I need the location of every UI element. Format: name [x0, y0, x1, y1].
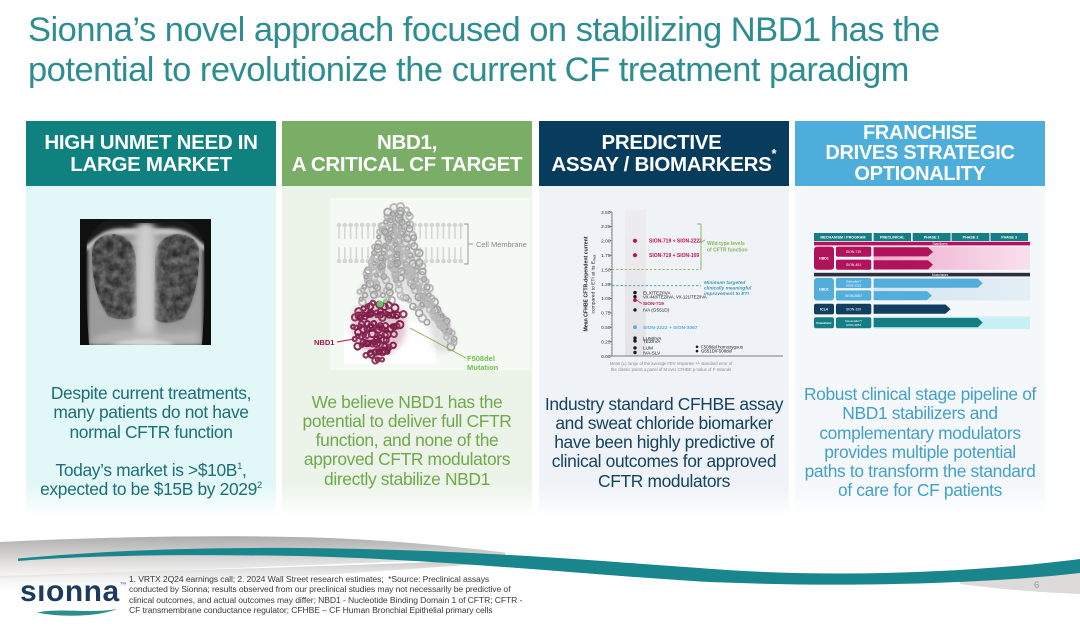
svg-text:Mean (±) range of the average: Mean (±) range of the average FEV respon…	[610, 361, 733, 366]
svg-text:Navacaftor*/: Navacaftor*/	[845, 319, 862, 323]
svg-text:0.00: 0.00	[601, 354, 611, 360]
svg-text:PHASE 1: PHASE 1	[924, 236, 940, 240]
svg-text:SION-451: SION-451	[846, 263, 861, 267]
svg-text:2.25: 2.25	[601, 224, 611, 230]
svg-text:Mean CFHBE CFTR-dependent curr: Mean CFHBE CFTR-dependent current	[584, 236, 590, 331]
svg-text:2.00: 2.00	[601, 239, 611, 245]
svg-text:1.25: 1.25	[601, 282, 611, 288]
svg-text:Cell Membrane: Cell Membrane	[476, 240, 527, 249]
svg-text:of CFTR function: of CFTR function	[707, 248, 748, 254]
svg-text:F508del: F508del	[467, 354, 495, 363]
svg-text:Mutation: Mutation	[467, 363, 499, 372]
svg-text:NBD1: NBD1	[819, 257, 829, 261]
svg-text:SION-719 + SION-2222: SION-719 + SION-2222	[649, 239, 702, 245]
svg-text:Minimum targeted: Minimum targeted	[704, 280, 746, 286]
svg-text:VX-440/TEZ/IVA, VX-121/TEZ/IVA: VX-440/TEZ/IVA, VX-121/TEZ/IVA	[643, 295, 707, 300]
svg-text:IVA (G551D): IVA (G551D)	[643, 308, 670, 313]
svg-text:2.50: 2.50	[601, 210, 611, 216]
svg-text:improvement to ETI: improvement to ETI	[704, 291, 749, 297]
svg-text:NBD1: NBD1	[314, 338, 334, 347]
svg-text:G551D/F508del: G551D/F508del	[701, 349, 732, 354]
svg-text:0.75: 0.75	[601, 311, 611, 317]
svg-text:SION-719: SION-719	[643, 301, 664, 306]
svg-text:IVA-SLV: IVA-SLV	[643, 350, 661, 355]
svg-text:0.25: 0.25	[601, 339, 611, 345]
svg-text:SION-2851: SION-2851	[846, 323, 862, 327]
svg-text:SION-719 + SION-109: SION-719 + SION-109	[649, 253, 699, 259]
svg-text:TEZ/IVA: TEZ/IVA	[643, 339, 661, 344]
svg-text:SION-2222: SION-2222	[846, 283, 862, 287]
svg-text:clinically meaningful: clinically meaningful	[704, 286, 752, 292]
svg-text:SION-109: SION-109	[846, 308, 861, 312]
svg-text:SION-3067: SION-3067	[845, 294, 862, 298]
svg-text:compared to ETI at its Emax: compared to ETI at its Emax	[591, 254, 597, 313]
svg-text:PRECLINICAL: PRECLINICAL	[880, 236, 906, 240]
svg-text:0.50: 0.50	[601, 325, 611, 331]
svg-text:Galicaftor*/: Galicaftor*/	[846, 279, 861, 283]
svg-text:1.50: 1.50	[601, 267, 611, 273]
svg-text:NBD1: NBD1	[819, 288, 829, 292]
svg-text:Modulators: Modulators	[932, 273, 949, 277]
svg-text:ELX/TEZ/IVA: ELX/TEZ/IVA	[643, 290, 671, 295]
svg-text:ICL4: ICL4	[820, 308, 828, 312]
svg-text:PHASE 3: PHASE 3	[1001, 236, 1017, 240]
svg-text:the classic points a panel of: the classic points a panel of M over CFH…	[611, 367, 731, 372]
svg-text:Stabilizers: Stabilizers	[932, 242, 948, 246]
svg-text:1.00: 1.00	[601, 296, 611, 302]
svg-text:Wild-type levels: Wild-type levels	[707, 241, 745, 247]
svg-text:SION-2222 + SION-3067: SION-2222 + SION-3067	[643, 325, 698, 331]
svg-text:LUM/IVA: LUM/IVA	[643, 336, 662, 341]
svg-text:Potentiator: Potentiator	[816, 321, 832, 325]
svg-text:PHASE 2: PHASE 2	[963, 236, 979, 240]
svg-text:MECHANISM / PROGRAM: MECHANISM / PROGRAM	[820, 236, 865, 240]
svg-text:LUM: LUM	[643, 346, 653, 351]
svg-text:F508del homozygous: F508del homozygous	[701, 344, 744, 349]
svg-text:1.75: 1.75	[601, 253, 611, 259]
svg-text:SION-719: SION-719	[846, 250, 861, 254]
